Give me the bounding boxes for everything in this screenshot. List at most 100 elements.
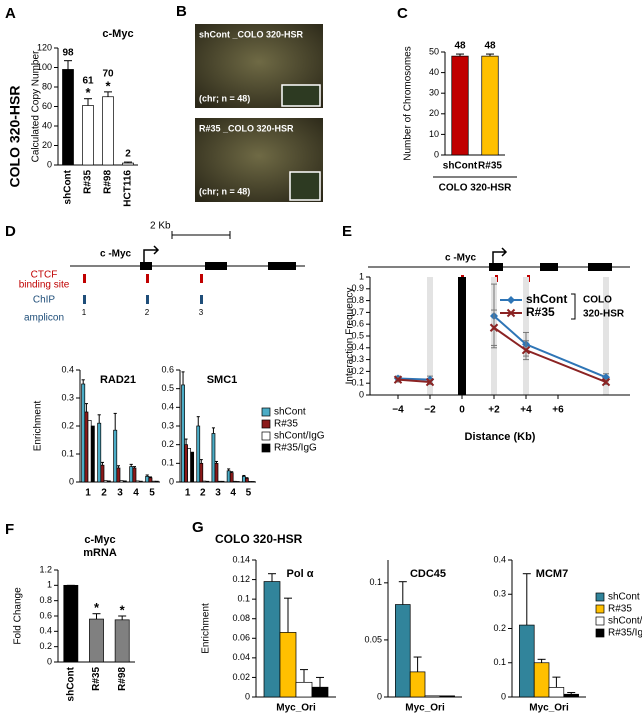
y-tick-label: 0.4 <box>161 402 174 412</box>
inset <box>281 84 321 107</box>
y-axis-label: Calculated Copy Number <box>31 50 42 162</box>
amplicon-number: 2 <box>145 308 150 317</box>
bar <box>129 466 134 483</box>
chart-title: MCM7 <box>536 568 568 580</box>
y-tick-label: 0.04 <box>232 652 250 662</box>
bar <box>97 422 102 483</box>
bar <box>116 467 121 483</box>
y-tick-label: 0.3 <box>351 354 364 364</box>
bar <box>232 480 237 483</box>
image-label: R#35 _COLO 320-HSR <box>199 123 294 133</box>
bar <box>226 470 231 483</box>
y-tick-label: 0.05 <box>364 634 382 644</box>
exon <box>540 263 558 271</box>
bar <box>138 480 143 483</box>
y-axis-label: Enrichment <box>201 603 212 654</box>
panel-letter: E <box>342 223 352 240</box>
y-tick-label: 0.3 <box>61 392 74 402</box>
image-label: shCont _COLO 320-HSR <box>199 29 304 39</box>
bar <box>229 472 234 483</box>
y-tick-label: 0.4 <box>351 342 364 352</box>
y-tick-label: 30 <box>429 88 439 98</box>
marker <box>393 375 403 384</box>
y-tick-label: 0.8 <box>39 595 52 605</box>
image-note: (chr; n = 48) <box>199 186 250 196</box>
exon <box>140 262 152 270</box>
x-tick-label: R#98 <box>117 667 128 691</box>
y-tick-label: 40 <box>42 120 52 130</box>
chart-title: c-Myc <box>84 534 115 546</box>
legend-note: COLO <box>583 295 612 306</box>
y-tick-label: 0.4 <box>61 364 74 374</box>
y-tick-label: 0.6 <box>39 610 52 620</box>
y-tick-label: 0.1 <box>161 458 174 468</box>
bar <box>187 448 191 483</box>
y-tick-label: 0.2 <box>161 439 174 449</box>
y-tick-label: 1 <box>359 271 364 281</box>
x-tick-label: 5 <box>149 488 155 499</box>
bar <box>548 687 565 698</box>
y-tick-label: 0.12 <box>232 574 250 584</box>
panel-b: shCont _COLO 320-HSR (chr; n = 48) R#35 … <box>195 24 323 202</box>
bar <box>248 481 252 483</box>
image-note: (chr; n = 48) <box>199 93 250 103</box>
ctcf-site <box>200 274 203 283</box>
y-tick-label: 0 <box>47 159 52 169</box>
amplicon <box>200 295 203 304</box>
gene-map-e: c -Myc <box>368 247 630 282</box>
y-tick-label: 0.6 <box>351 319 364 329</box>
significance: * <box>94 600 100 615</box>
x-axis-label: COLO 320-HSR <box>439 183 513 194</box>
bar <box>409 671 426 698</box>
y-tick-label: 1.2 <box>39 564 52 574</box>
bar <box>451 55 469 156</box>
bar <box>103 480 108 483</box>
bar <box>519 624 535 698</box>
y-tick-label: 0.2 <box>61 420 74 430</box>
legend-label: shCont/IgG <box>274 431 325 442</box>
bracket <box>571 293 576 320</box>
significance: * <box>85 85 91 100</box>
legend-swatch <box>595 592 605 602</box>
y-tick-label: 10 <box>429 129 439 139</box>
gene-label: c -Myc <box>100 249 132 260</box>
significance: * <box>120 602 126 617</box>
scale-label: 2 Kb <box>150 221 171 232</box>
anchor-bar <box>458 277 466 395</box>
bar <box>481 55 499 156</box>
data-label: 70 <box>102 69 114 80</box>
marker <box>507 296 515 304</box>
y-tick-label: 0 <box>434 149 439 159</box>
y-tick-label: 0.1 <box>369 577 382 587</box>
legend-label: shCont <box>608 592 640 603</box>
bar <box>89 618 104 663</box>
y-tick-label: 0.06 <box>232 633 250 643</box>
bar <box>62 69 74 166</box>
chart-title: c-Myc <box>102 28 133 40</box>
bar <box>439 695 455 698</box>
bar <box>63 584 79 663</box>
bar <box>279 632 297 698</box>
amplicon <box>83 295 86 304</box>
legend-swatch <box>595 604 605 614</box>
panel-letter: D <box>5 223 16 240</box>
marker <box>506 308 516 318</box>
legend-swatch <box>261 419 271 429</box>
bar <box>82 105 94 166</box>
bar <box>119 480 124 483</box>
bar <box>190 451 195 483</box>
bar <box>235 481 240 483</box>
highlight-band <box>603 277 609 395</box>
y-tick-label: 40 <box>429 67 439 77</box>
legend-label: shCont/IgG <box>608 616 642 627</box>
bar <box>113 429 118 483</box>
y-tick-label: 0 <box>377 691 382 701</box>
bar <box>100 464 105 483</box>
exon <box>489 263 503 271</box>
significance: * <box>105 78 111 93</box>
legend-label: R#35/IgG <box>608 628 642 639</box>
bar <box>87 420 92 483</box>
chart-title: RAD21 <box>100 374 136 386</box>
y-tick-label: 80 <box>42 81 52 91</box>
tss-arrow <box>143 245 160 262</box>
